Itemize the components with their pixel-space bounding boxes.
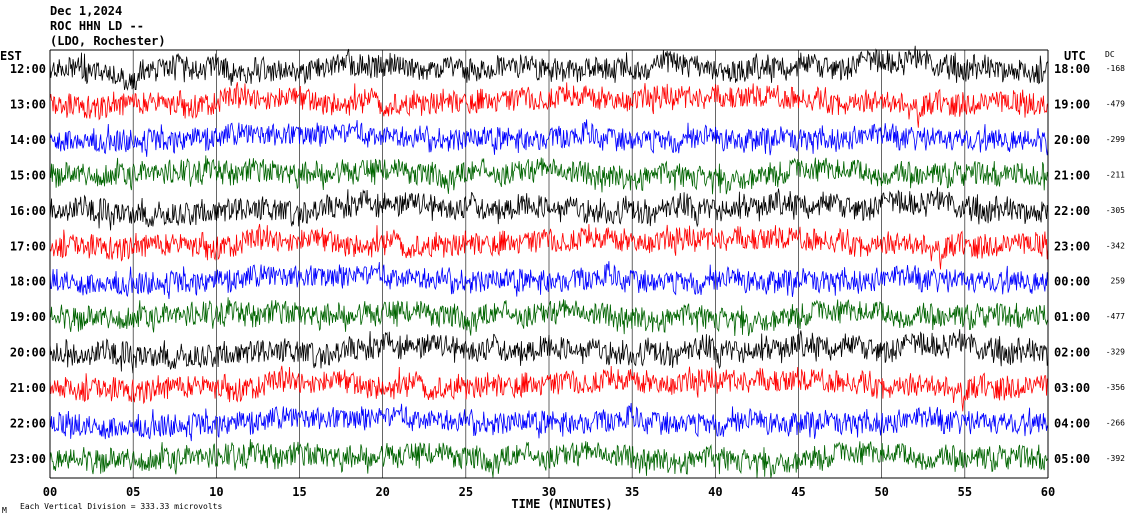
- utc-hour-label: 05:00: [1054, 452, 1090, 466]
- x-tick-label: 55: [958, 485, 972, 499]
- right-axis-title: UTC: [1064, 49, 1086, 63]
- trace-line: [49, 297, 1049, 337]
- utc-hour-label: 19:00: [1054, 97, 1090, 111]
- x-tick-label: 10: [209, 485, 223, 499]
- est-hour-label: 17:00: [10, 239, 46, 253]
- utc-hour-label: 21:00: [1054, 168, 1090, 182]
- est-hour-label: 20:00: [10, 346, 46, 360]
- x-tick-label: 30: [542, 485, 556, 499]
- title-line-3: (LDO, Rochester): [50, 34, 166, 48]
- trace-line: [49, 329, 1049, 374]
- utc-hour-label: 20:00: [1054, 133, 1090, 147]
- dc-offset-value: -392: [1106, 454, 1125, 463]
- dc-offset-value: 259: [1111, 277, 1126, 286]
- utc-hour-label: 04:00: [1054, 417, 1090, 431]
- x-tick-label: 25: [459, 485, 473, 499]
- est-hour-label: 12:00: [10, 62, 46, 76]
- title-line-2: ROC HHN LD --: [50, 19, 144, 33]
- x-tick-label: 00: [43, 485, 57, 499]
- trace-line: [49, 365, 1049, 412]
- trace-line: [49, 119, 1049, 157]
- left-axis-title: EST: [0, 49, 22, 63]
- dc-offset-value: -305: [1106, 206, 1125, 215]
- utc-hour-label: 01:00: [1054, 310, 1090, 324]
- dc-offset-labels: -168 -479 -299 -211 -305 -342 259 -477 -329 -356 -…: [1106, 64, 1125, 463]
- utc-hour-label: 23:00: [1054, 239, 1090, 253]
- est-hour-label: 13:00: [10, 97, 46, 111]
- dc-offset-value: -477: [1106, 312, 1125, 321]
- trace-line: [49, 155, 1049, 195]
- dc-offset-value: -168: [1106, 64, 1125, 73]
- footnote: Each Vertical Division = 333.33 microvol…: [20, 502, 222, 511]
- trace-line: [49, 261, 1049, 300]
- est-hour-label: 19:00: [10, 310, 46, 324]
- dc-header: DC: [1105, 50, 1115, 59]
- est-hour-label: 14:00: [10, 133, 46, 147]
- trace-line: [49, 402, 1049, 442]
- est-hour-label: 22:00: [10, 417, 46, 431]
- x-tick-label: 35: [625, 485, 639, 499]
- plot-frame: [49, 49, 1049, 479]
- est-hour-label: 16:00: [10, 204, 46, 218]
- utc-hour-label: 02:00: [1054, 346, 1090, 360]
- x-tick-label: 60: [1041, 485, 1055, 499]
- trace-line: [49, 439, 1048, 478]
- utc-hour-label: 18:00: [1054, 62, 1090, 76]
- x-tick-label: 45: [791, 485, 805, 499]
- dc-offset-value: -479: [1106, 99, 1125, 108]
- trace-line: [49, 45, 1049, 91]
- utc-hour-label: 03:00: [1054, 381, 1090, 395]
- x-tick-labels: 00 05 10 15 20 25 30 35 40 45 50 55 60: [43, 485, 1055, 499]
- est-hour-label: 18:00: [10, 275, 46, 289]
- dc-offset-value: -356: [1106, 383, 1125, 392]
- footnote-mark: M: [2, 506, 7, 515]
- x-tick-label: 50: [874, 485, 888, 499]
- trace-line: [49, 223, 1049, 270]
- est-hour-label: 15:00: [10, 168, 46, 182]
- x-tick-label: 15: [292, 485, 306, 499]
- trace-line: [49, 82, 1049, 128]
- est-hour-label: 21:00: [10, 381, 46, 395]
- trace-line: [49, 187, 1049, 231]
- dc-offset-value: -211: [1106, 170, 1125, 179]
- utc-hour-label: 22:00: [1054, 204, 1090, 218]
- title-line-1: Dec 1,2024: [50, 4, 123, 18]
- dc-offset-value: -299: [1106, 135, 1125, 144]
- x-tick-label: 20: [375, 485, 389, 499]
- x-axis-title: TIME (MINUTES): [511, 497, 612, 511]
- seismic-traces: [49, 45, 1049, 478]
- dc-offset-value: -342: [1106, 241, 1125, 250]
- minute-gridlines: [132, 50, 966, 478]
- est-hour-labels: 12:00 13:00 14:00 15:00 16:00 17:00 18:00 19:00…: [10, 62, 46, 466]
- dc-offset-value: -329: [1106, 348, 1125, 357]
- utc-hour-labels: 18:00 19:00 20:00 21:00 22:00 23:00 00:00 01:00…: [1054, 62, 1090, 466]
- x-tick-label: 05: [126, 485, 140, 499]
- dc-offset-value: -266: [1106, 419, 1125, 428]
- utc-hour-label: 00:00: [1054, 275, 1090, 289]
- x-tick-label: 40: [708, 485, 722, 499]
- est-hour-label: 23:00: [10, 452, 46, 466]
